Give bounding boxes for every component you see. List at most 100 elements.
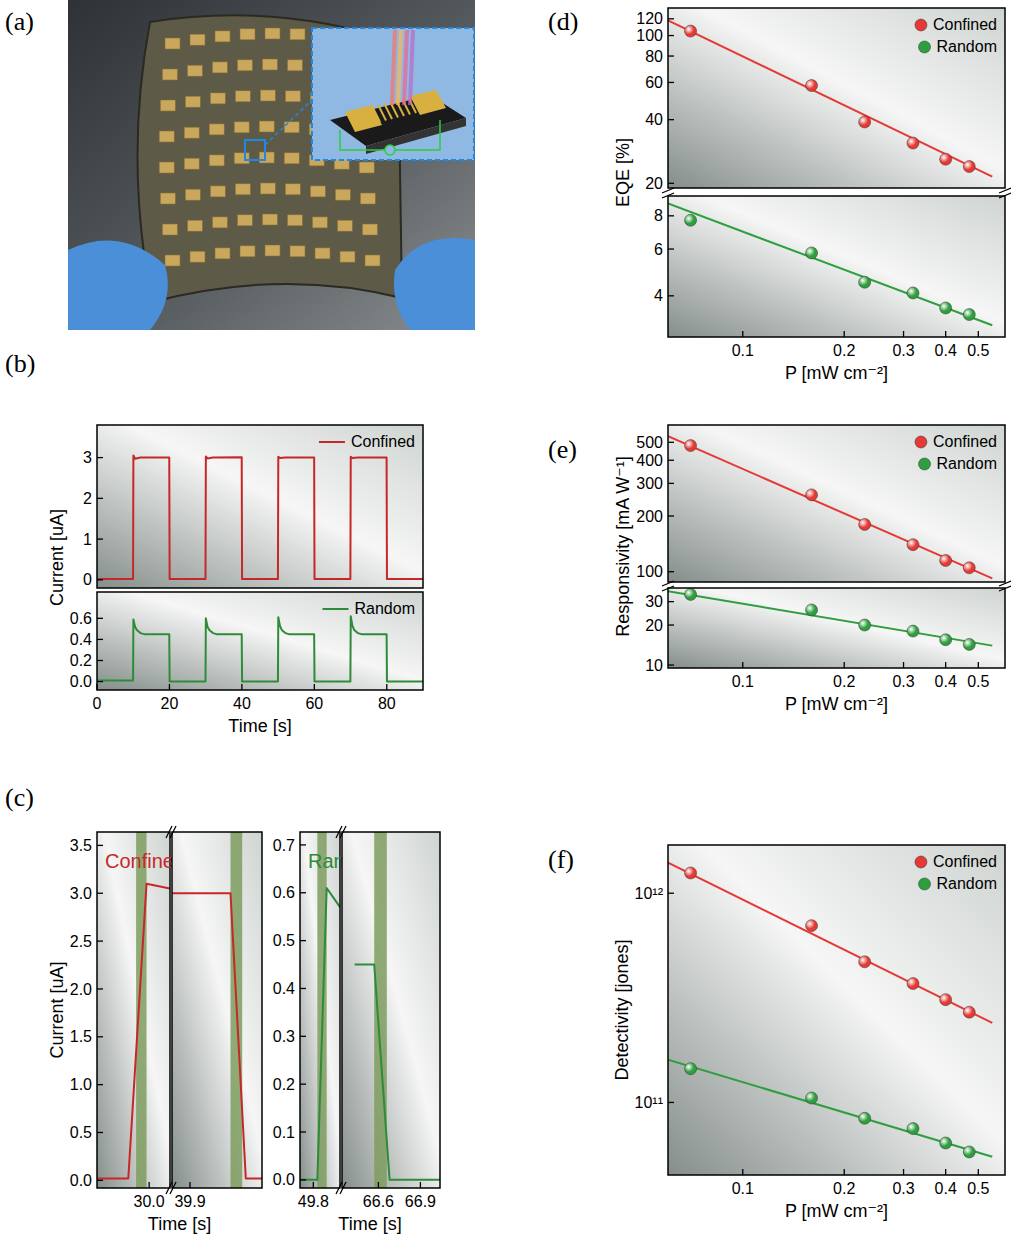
y-tick: [97, 498, 103, 499]
electrode-pad: [215, 248, 230, 259]
x-tick: [96, 684, 97, 690]
y-tick: [97, 681, 103, 682]
data-layer: [668, 588, 992, 650]
electrode-pad: [262, 59, 277, 70]
legend-swatch: [919, 41, 931, 53]
y-tick-label: 0.2: [273, 1076, 295, 1093]
data-point: [940, 554, 952, 566]
electrode-pad: [237, 60, 252, 71]
x-tick: [386, 684, 387, 690]
y-tick-label: 10¹¹: [635, 1094, 663, 1111]
plot-frame: [97, 832, 170, 1188]
data-point: [685, 588, 697, 600]
x-tick: [314, 684, 315, 690]
data-point: [907, 539, 919, 551]
series-line: [172, 893, 262, 1178]
x-tick-label: 0.4: [935, 673, 957, 690]
panel-letter: (d): [548, 7, 578, 36]
x-tick-label: 0.2: [833, 673, 855, 690]
data-layer: [300, 832, 340, 1188]
x-tick-label: 0.5: [967, 673, 989, 690]
light-beam: [410, 30, 413, 105]
x-tick-label: 0.3: [892, 1180, 914, 1197]
y-tick: [300, 892, 306, 893]
y-tick: [668, 248, 674, 249]
x-tick: [241, 684, 242, 690]
y-tick: [300, 988, 306, 989]
y-tick: [97, 1132, 103, 1133]
electrode-pad: [260, 183, 275, 194]
electrode-pad: [337, 220, 352, 231]
series-line: [97, 884, 170, 1179]
x-tick-label: 0.3: [892, 673, 914, 690]
x-tick: [978, 1169, 979, 1175]
data-layer: [355, 832, 440, 1188]
y-tick: [300, 1036, 306, 1037]
data-layer: [97, 616, 423, 681]
y-tick: [97, 639, 103, 640]
data-point: [963, 1006, 975, 1018]
data-point: [940, 994, 952, 1006]
data-point: [859, 1112, 871, 1124]
fit-line: [668, 591, 992, 646]
data-point: [859, 518, 871, 530]
data-point: [940, 302, 952, 314]
y-tick: [668, 483, 674, 484]
y-axis-title: Current [uA]: [47, 509, 67, 606]
break-mark: [170, 826, 176, 838]
electrode-pad: [285, 184, 300, 195]
y-tick: [668, 35, 674, 36]
y-tick-label: 0.6: [70, 610, 92, 627]
plot-frame: [97, 592, 423, 690]
y-tick-label: 6: [654, 241, 663, 258]
x-tick-label: 60: [305, 695, 323, 712]
x-tick: [978, 662, 979, 668]
glove: [68, 240, 168, 330]
data-point: [685, 1063, 697, 1075]
electrode-pad: [184, 127, 199, 138]
chart: 0.10.20.30.40.5102030: [645, 588, 1005, 690]
chart: 0.10.20.30.40.5468: [654, 196, 1005, 359]
electrode-pad: [162, 224, 177, 235]
data-point: [963, 309, 975, 321]
chart: 30.00.00.51.01.52.02.53.03.5: [70, 832, 170, 1210]
electrode-pad: [362, 224, 377, 235]
chart: 0204060800.00.20.40.6: [70, 592, 423, 712]
x-tick: [945, 1169, 946, 1175]
y-tick: [97, 1084, 103, 1085]
y-tick: [97, 457, 103, 458]
panel-letter: (a): [5, 7, 34, 36]
x-tick-label: 0.4: [935, 1180, 957, 1197]
data-point: [907, 1123, 919, 1135]
x-tick-label: 0.2: [833, 342, 855, 359]
x-tick: [420, 1182, 421, 1188]
x-tick-label: 66.9: [405, 1193, 436, 1210]
electrode-pad: [160, 193, 175, 204]
legend: Random: [323, 600, 415, 617]
electrode-pad: [287, 215, 302, 226]
plot-background: [97, 425, 423, 588]
x-tick-label: 49.8: [298, 1193, 329, 1210]
y-tick: [97, 940, 103, 941]
electrode-pad: [215, 31, 230, 42]
y-tick-label: 0: [83, 571, 92, 588]
x-tick: [903, 331, 904, 337]
data-point: [940, 1137, 952, 1149]
electrode-pad: [240, 29, 255, 40]
series-line: [97, 616, 423, 681]
x-tick-label: 0.5: [967, 342, 989, 359]
data-point: [685, 214, 697, 226]
electrode-pad: [190, 251, 205, 262]
electrode-pad: [210, 186, 225, 197]
y-tick-label: 0.1: [273, 1124, 295, 1141]
y-tick: [668, 442, 674, 443]
y-tick-label: 1.0: [70, 1076, 92, 1093]
finger: [378, 105, 386, 121]
x-axis-title: P [mW cm⁻²]: [785, 694, 888, 714]
y-axis-title: Detectivity [jones]: [612, 939, 632, 1080]
y-axis-title: Current [uA]: [47, 961, 67, 1058]
legend-swatch: [323, 608, 349, 610]
plot-background: [300, 832, 340, 1188]
data-layer: [668, 863, 992, 1158]
figure: (a)0123(b)0204060800.00.20.40.6Time [s]3…: [0, 0, 1011, 1234]
